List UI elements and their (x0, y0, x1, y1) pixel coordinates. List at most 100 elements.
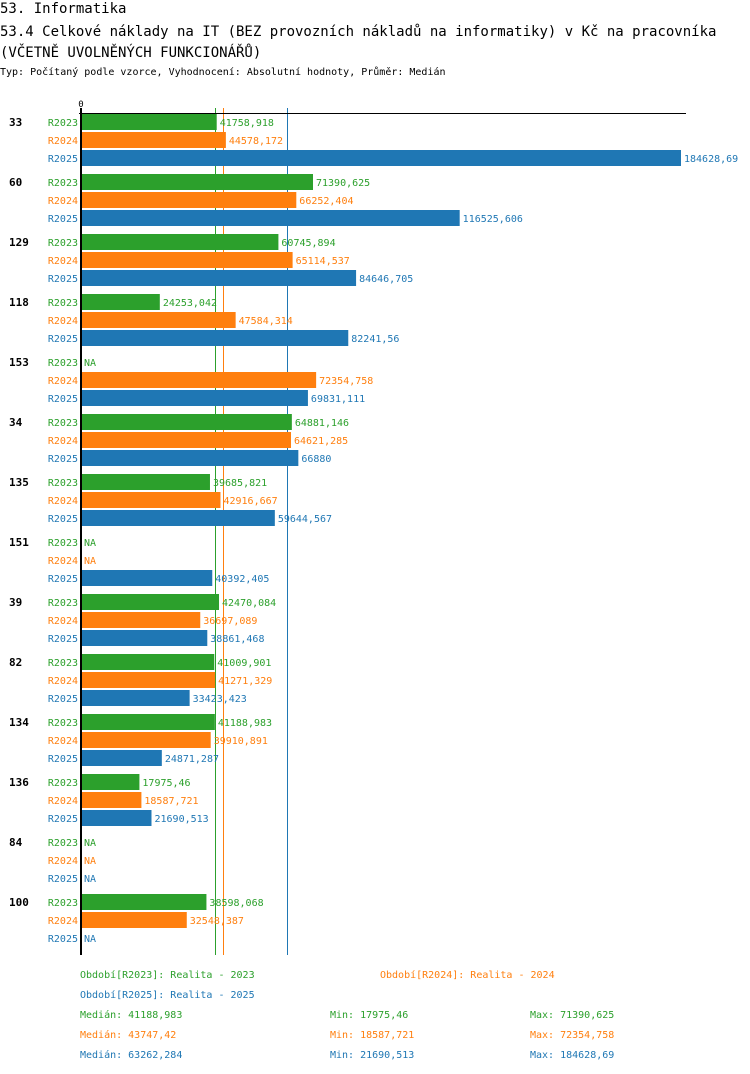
data-label: 116525,606 (463, 214, 523, 225)
series-label: R2023 (48, 178, 78, 189)
data-label: 44578,172 (229, 136, 283, 147)
data-label: 41758,918 (220, 118, 274, 129)
stat-max-r2024: Max: 72354,758 (530, 1030, 615, 1041)
chart-title: 53.4 Celkové náklady na IT (BEZ provozní… (0, 24, 717, 61)
series-label: R2024 (48, 436, 78, 447)
series-label: R2023 (48, 538, 78, 549)
data-label: 41009,901 (217, 658, 271, 669)
bar (81, 894, 207, 910)
data-label: 39910,891 (214, 736, 268, 747)
legend-r2024: Období[R2024]: Realita - 2024 (380, 970, 555, 981)
data-label: 33423,423 (193, 694, 247, 705)
series-label: R2025 (48, 634, 78, 645)
data-label: 65114,537 (296, 256, 350, 267)
data-label: 42470,084 (222, 598, 276, 609)
bar (81, 492, 221, 508)
series-label: R2025 (48, 394, 78, 405)
series-label: R2024 (48, 196, 78, 207)
data-label: 38598,068 (209, 898, 263, 909)
bar (81, 312, 236, 328)
data-label: NA (84, 838, 96, 849)
data-label: 60745,894 (281, 238, 335, 249)
series-label: R2024 (48, 496, 78, 507)
bar (81, 654, 215, 670)
stat-max-r2023: Max: 71390,625 (530, 1010, 615, 1021)
series-label: R2024 (48, 856, 78, 867)
bar (81, 114, 217, 130)
category-label: 134 (9, 716, 29, 729)
bar (81, 630, 208, 646)
bar (81, 270, 357, 286)
data-label: 18587,721 (144, 796, 198, 807)
data-label: 40392,405 (215, 574, 269, 585)
data-label: 64881,146 (295, 418, 349, 429)
bar (81, 234, 279, 250)
series-label: R2025 (48, 934, 78, 945)
category-label: 136 (9, 776, 29, 789)
series-label: R2024 (48, 256, 78, 267)
stat-min-r2023: Min: 17975,46 (330, 1010, 409, 1021)
data-label: 82241,56 (351, 334, 399, 345)
data-label: NA (84, 874, 96, 885)
series-label: R2025 (48, 574, 78, 585)
series-label: R2023 (48, 778, 78, 789)
bar (81, 510, 275, 526)
data-label: 32548,387 (190, 916, 244, 927)
category-label: 151 (9, 536, 29, 549)
data-label: 17975,46 (142, 778, 190, 789)
bar (81, 432, 292, 448)
data-label: 39685,821 (213, 478, 267, 489)
data-label: 69831,111 (311, 394, 365, 405)
bar (81, 294, 160, 310)
category-label: 39 (9, 596, 22, 609)
series-label: R2023 (48, 598, 78, 609)
bar (81, 252, 293, 268)
category-label: 118 (9, 296, 29, 309)
data-label: 41271,329 (218, 676, 272, 687)
bar (81, 714, 215, 730)
bar (81, 750, 162, 766)
bar (81, 192, 297, 208)
category-label: 100 (9, 896, 29, 909)
bar (81, 132, 226, 148)
series-label: R2024 (48, 556, 78, 567)
stat-min-r2025: Min: 21690,513 (330, 1050, 415, 1061)
data-label: 41188,983 (218, 718, 272, 729)
series-label: R2025 (48, 274, 78, 285)
category-label: 33 (9, 116, 22, 129)
stat-min-r2024: Min: 18587,721 (330, 1030, 415, 1041)
series-label: R2024 (48, 916, 78, 927)
bar (81, 150, 681, 166)
series-label: R2024 (48, 376, 78, 387)
data-label: 42916,667 (223, 496, 277, 507)
series-label: R2023 (48, 478, 78, 489)
series-label: R2025 (48, 814, 78, 825)
category-label: 129 (9, 236, 29, 249)
data-label: NA (84, 556, 96, 567)
legend-r2023: Období[R2023]: Realita - 2023 (80, 970, 255, 981)
data-label: NA (84, 358, 96, 369)
bar (81, 774, 140, 790)
series-label: R2024 (48, 796, 78, 807)
category-label: 153 (9, 356, 29, 369)
series-label: R2025 (48, 454, 78, 465)
series-label: R2023 (48, 298, 78, 309)
series-label: R2024 (48, 736, 78, 747)
category-label: 82 (9, 656, 22, 669)
series-label: R2023 (48, 238, 78, 249)
stat-median-r2025: Medián: 63262,284 (80, 1050, 183, 1061)
category-label: 135 (9, 476, 29, 489)
bar (81, 594, 220, 610)
bar (81, 672, 216, 688)
bar (81, 330, 349, 346)
data-label: 184628,69 (684, 154, 738, 165)
series-label: R2025 (48, 754, 78, 765)
bar (81, 612, 201, 628)
bar (81, 570, 213, 586)
stat-median-r2024: Medián: 43747,42 (80, 1030, 177, 1041)
bar (81, 372, 317, 388)
bar (81, 474, 210, 490)
data-label: 66252,404 (299, 196, 353, 207)
bar (81, 414, 292, 430)
